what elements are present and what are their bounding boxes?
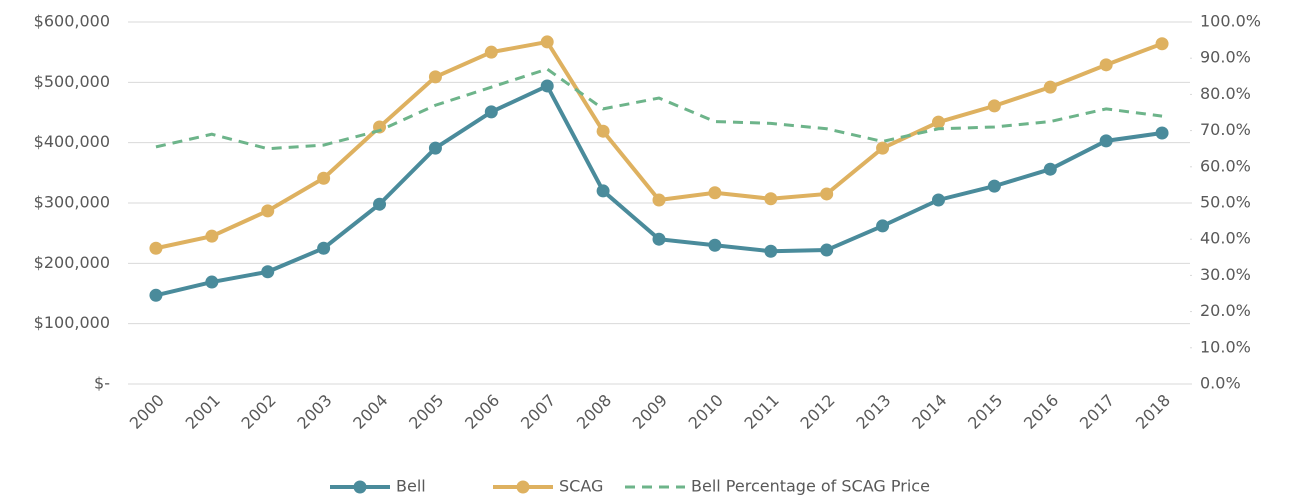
legend-label: Bell bbox=[396, 477, 426, 496]
point bbox=[149, 241, 163, 255]
x-tick-label: 2016 bbox=[1020, 391, 1062, 433]
point bbox=[484, 45, 498, 59]
point bbox=[317, 171, 331, 185]
point bbox=[652, 193, 666, 207]
legend-label: Bell Percentage of SCAG Price bbox=[691, 477, 930, 496]
point bbox=[820, 187, 834, 201]
point bbox=[652, 232, 666, 246]
x-tick-label: 2004 bbox=[349, 391, 391, 433]
x-tick-label: 2015 bbox=[964, 391, 1006, 433]
point bbox=[1099, 58, 1113, 72]
y2-tick-label: 0.0% bbox=[1200, 374, 1241, 393]
y2-tick-label: 70.0% bbox=[1200, 120, 1251, 139]
y2-tick-label: 90.0% bbox=[1200, 48, 1251, 67]
x-tick-label: 2013 bbox=[852, 391, 894, 433]
x-tick-label: 2008 bbox=[573, 391, 615, 433]
x-tick-label: 2001 bbox=[182, 391, 224, 433]
y-tick-label: $300,000 bbox=[34, 193, 110, 212]
legend-marker bbox=[516, 480, 530, 494]
y2-tick-label: 20.0% bbox=[1200, 301, 1251, 320]
point bbox=[987, 99, 1001, 113]
point bbox=[317, 241, 331, 255]
x-tick-label: 2018 bbox=[1132, 391, 1174, 433]
y-tick-label: $100,000 bbox=[34, 313, 110, 332]
point bbox=[540, 35, 554, 49]
point bbox=[708, 186, 722, 200]
point bbox=[373, 197, 387, 211]
y2-tick-label: 10.0% bbox=[1200, 337, 1251, 356]
y2-tick-label: 50.0% bbox=[1200, 193, 1251, 212]
x-tick-label: 2017 bbox=[1076, 391, 1118, 433]
y-tick-label: $- bbox=[94, 374, 110, 393]
series-line bbox=[155, 67, 1163, 151]
point bbox=[484, 105, 498, 119]
y-tick-label: $500,000 bbox=[34, 72, 110, 91]
point bbox=[764, 192, 778, 206]
legend-label: SCAG bbox=[559, 477, 603, 496]
point bbox=[596, 124, 610, 138]
point bbox=[708, 238, 722, 252]
point bbox=[931, 193, 945, 207]
point bbox=[1099, 134, 1113, 148]
y-tick-label: $600,000 bbox=[34, 12, 110, 31]
x-tick-label: 2014 bbox=[908, 391, 950, 433]
y-tick-label: $200,000 bbox=[34, 253, 110, 272]
point bbox=[540, 79, 554, 93]
x-tick-label: 2006 bbox=[461, 391, 503, 433]
point bbox=[261, 204, 275, 218]
y2-tick-label: 30.0% bbox=[1200, 265, 1251, 284]
x-tick-label: 2005 bbox=[405, 391, 447, 433]
point bbox=[876, 141, 890, 155]
x-tick-label: 2009 bbox=[629, 391, 671, 433]
x-tick-label: 2002 bbox=[238, 391, 280, 433]
point bbox=[764, 244, 778, 258]
point bbox=[205, 229, 219, 243]
y2-tick-label: 60.0% bbox=[1200, 156, 1251, 175]
y2-tick-label: 40.0% bbox=[1200, 229, 1251, 248]
x-tick-label: 2007 bbox=[517, 391, 559, 433]
y-tick-label: $400,000 bbox=[34, 132, 110, 151]
point bbox=[261, 265, 275, 279]
point bbox=[1043, 80, 1057, 94]
y2-tick-label: 100.0% bbox=[1200, 12, 1261, 31]
x-tick-label: 2010 bbox=[685, 391, 727, 433]
point bbox=[1043, 162, 1057, 176]
x-tick-label: 2012 bbox=[796, 391, 838, 433]
point bbox=[428, 70, 442, 84]
point bbox=[820, 243, 834, 257]
x-tick-label: 2011 bbox=[741, 391, 783, 433]
x-tick-label: 2003 bbox=[293, 391, 335, 433]
point bbox=[205, 275, 219, 289]
point bbox=[876, 219, 890, 233]
point bbox=[1155, 126, 1169, 140]
y2-tick-label: 80.0% bbox=[1200, 84, 1251, 103]
point bbox=[428, 141, 442, 155]
point bbox=[596, 184, 610, 198]
x-tick-label: 2000 bbox=[126, 391, 168, 433]
point bbox=[1155, 37, 1169, 51]
point bbox=[931, 115, 945, 129]
point bbox=[987, 179, 1001, 193]
legend-marker bbox=[353, 480, 367, 494]
series-line bbox=[155, 83, 1163, 298]
point bbox=[149, 288, 163, 302]
